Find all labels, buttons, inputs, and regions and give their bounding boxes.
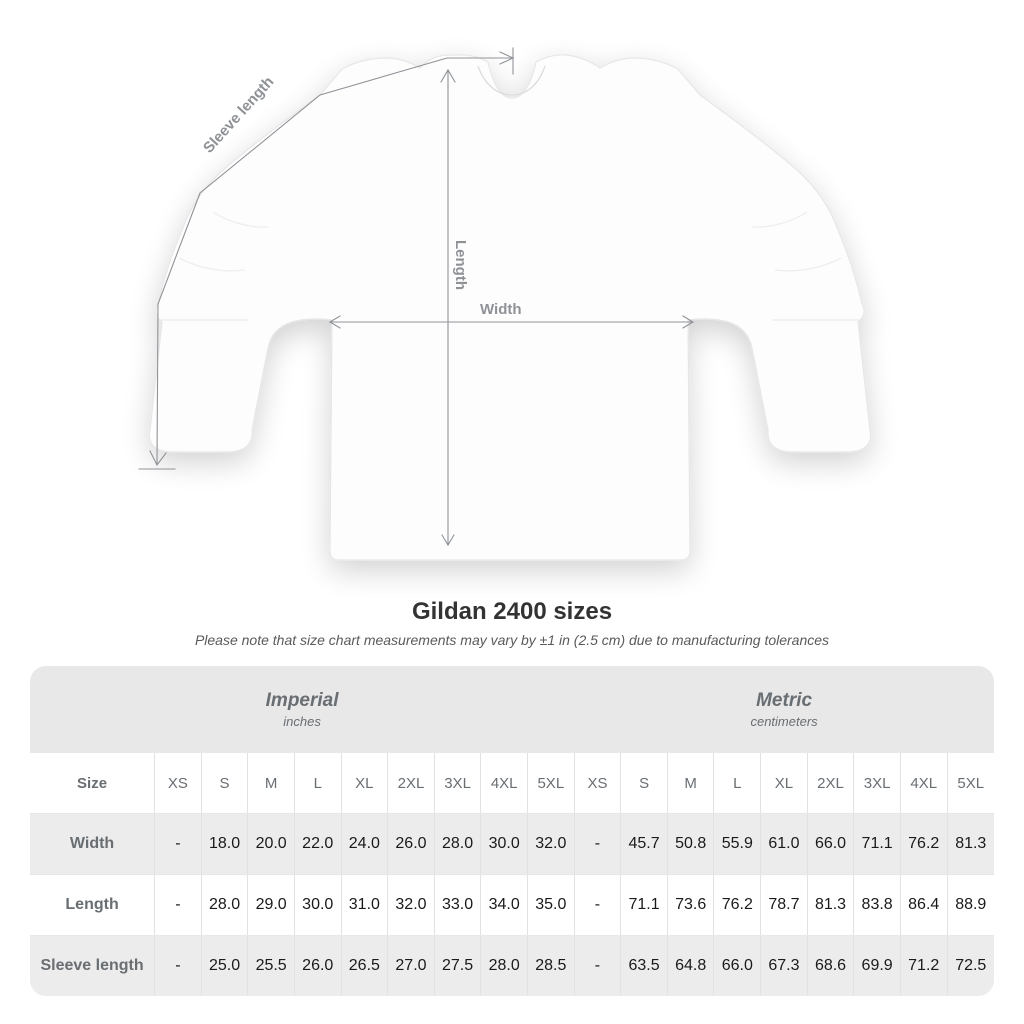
svg-text:Length: Length bbox=[452, 240, 469, 290]
svg-text:Sleeve length: Sleeve length bbox=[200, 73, 277, 156]
svg-text:Width: Width bbox=[480, 301, 522, 318]
